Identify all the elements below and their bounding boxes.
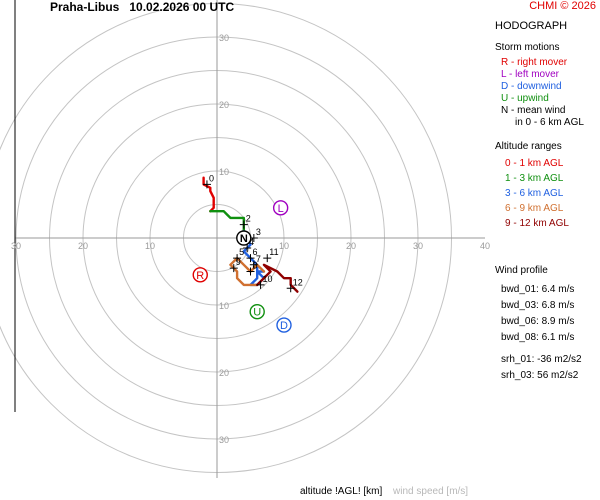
- altitude-label: 8: [253, 261, 258, 271]
- tick-label: 10: [145, 241, 155, 251]
- storm-legend-item: in 0 - 6 km AGL: [515, 117, 584, 128]
- altitude-marker: [249, 260, 258, 269]
- wind-profile-row: srh_03: 56 m2/s2: [501, 370, 579, 381]
- altitude-marker: [256, 280, 265, 289]
- storm-motion-circle: [192, 267, 208, 283]
- tick-label: 40: [480, 241, 490, 251]
- storm-legend-item: U - upwind: [501, 93, 549, 104]
- altitude-label: 6: [253, 247, 258, 257]
- wind-profile-row: bwd_08: 6.1 m/s: [501, 332, 575, 343]
- panel-title: HODOGRAPH: [495, 20, 568, 32]
- wind-speed-unit-label: wind speed [m/s]: [393, 486, 469, 497]
- tick-label: 20: [78, 241, 88, 251]
- storm-legend-item: R - right mover: [501, 57, 568, 68]
- storm-motion-circle: [236, 230, 252, 246]
- axis-caption: altitude !AGL! [km] wind speed [m/s]: [300, 486, 468, 497]
- wind-trace-segment: [242, 230, 266, 287]
- altitude-marker: [263, 254, 272, 263]
- altitude-marker: [246, 267, 255, 276]
- tick-label: 30: [219, 435, 229, 445]
- altitude-marker: [233, 254, 242, 263]
- altitude-marker: [243, 244, 252, 253]
- altitude-label: 9: [236, 257, 241, 267]
- wind-trace-segment: [202, 176, 215, 213]
- storm-motion-letter: L: [278, 203, 284, 215]
- tick-label: 20: [219, 368, 229, 378]
- copyright: CHMI © 2026: [529, 0, 596, 12]
- storm-legend-item: D - downwind: [501, 81, 562, 92]
- storm-motion-letter: N: [240, 233, 248, 245]
- altitude-ranges-legend: 0 - 1 km AGL 1 - 3 km AGL 3 - 6 km AGL 6 - …: [495, 156, 600, 231]
- storm-motion-circle: [272, 200, 289, 216]
- legend-panel: HODOGRAPH Storm motions R - right mover L…: [495, 20, 600, 231]
- wind-profile-row: bwd_03: 6.8 m/s: [501, 300, 575, 311]
- altitude-legend-item: 9 - 12 km AGL: [505, 218, 569, 229]
- altitude-marker: [229, 264, 238, 273]
- altitude-label: 7: [256, 254, 261, 264]
- altitude-label: 11: [269, 247, 278, 257]
- wind-trace-segment: [209, 210, 245, 233]
- tick-label: 30: [413, 241, 423, 251]
- altitude-legend-item: 0 - 1 km AGL: [505, 158, 564, 169]
- altitude-legend-item: 6 - 9 km AGL: [505, 203, 564, 214]
- altitude-label: 0: [209, 173, 214, 183]
- altitude-label: 12: [293, 277, 303, 287]
- wind-trace-segment: [256, 263, 299, 293]
- altitude-marker: [286, 284, 295, 293]
- storm-motions-legend: R - right mover L - left mover D - downwin…: [495, 57, 600, 129]
- altitude-legend-item: 1 - 3 km AGL: [505, 173, 564, 184]
- altitude-ranges-heading: Altitude ranges: [495, 141, 562, 152]
- tick-label: 30: [11, 241, 21, 251]
- altitude-marker: [202, 180, 211, 189]
- storm-motion-letter: R: [196, 270, 204, 282]
- storm-motion-circle: [276, 317, 292, 333]
- tick-label: 10: [279, 241, 289, 251]
- storm-legend-item: N - mean wind: [501, 105, 566, 116]
- wind-profile-row: bwd_06: 8.9 m/s: [501, 316, 575, 327]
- station-title: Praha-Libus 10.02.2026 00 UTC: [50, 0, 235, 14]
- storm-motions-heading: Storm motions: [495, 42, 560, 53]
- altitude-legend-item: 3 - 6 km AGL: [505, 188, 564, 199]
- altitude-label: 4: [249, 237, 254, 247]
- wind-profile-values: bwd_01: 6.4 m/s bwd_03: 6.8 m/s bwd_06: 8.…: [495, 282, 600, 384]
- altitude-label: 5: [239, 247, 244, 257]
- tick-label: 20: [219, 100, 229, 110]
- altitude-marker: [246, 254, 255, 263]
- altitude-label: 3: [256, 227, 261, 237]
- altitude-label: 2: [246, 214, 251, 224]
- tick-label: 10: [219, 167, 229, 177]
- altitude-marker: [239, 220, 248, 229]
- wind-profile-row: bwd_01: 6.4 m/s: [501, 284, 575, 295]
- wind-profile-heading: Wind profile: [495, 265, 548, 276]
- storm-motion-markers: R L D U N: [192, 200, 292, 333]
- storm-motion-letter: D: [280, 320, 288, 332]
- altitude-label: 10: [263, 274, 273, 284]
- altitude-unit-label: altitude !AGL! [km]: [300, 486, 383, 497]
- wind-profile-row: srh_01: -36 m2/s2: [501, 354, 582, 365]
- tick-label: 30: [219, 33, 229, 43]
- storm-motion-circle: [249, 304, 265, 320]
- tick-label: 20: [346, 241, 356, 251]
- tick-label: 10: [219, 301, 229, 311]
- storm-motion-letter: U: [253, 307, 261, 319]
- storm-legend-item: L - left mover: [501, 69, 559, 80]
- wind-profile-panel: Wind profile bwd_01: 6.4 m/s bwd_03: 6.8 …: [495, 265, 600, 384]
